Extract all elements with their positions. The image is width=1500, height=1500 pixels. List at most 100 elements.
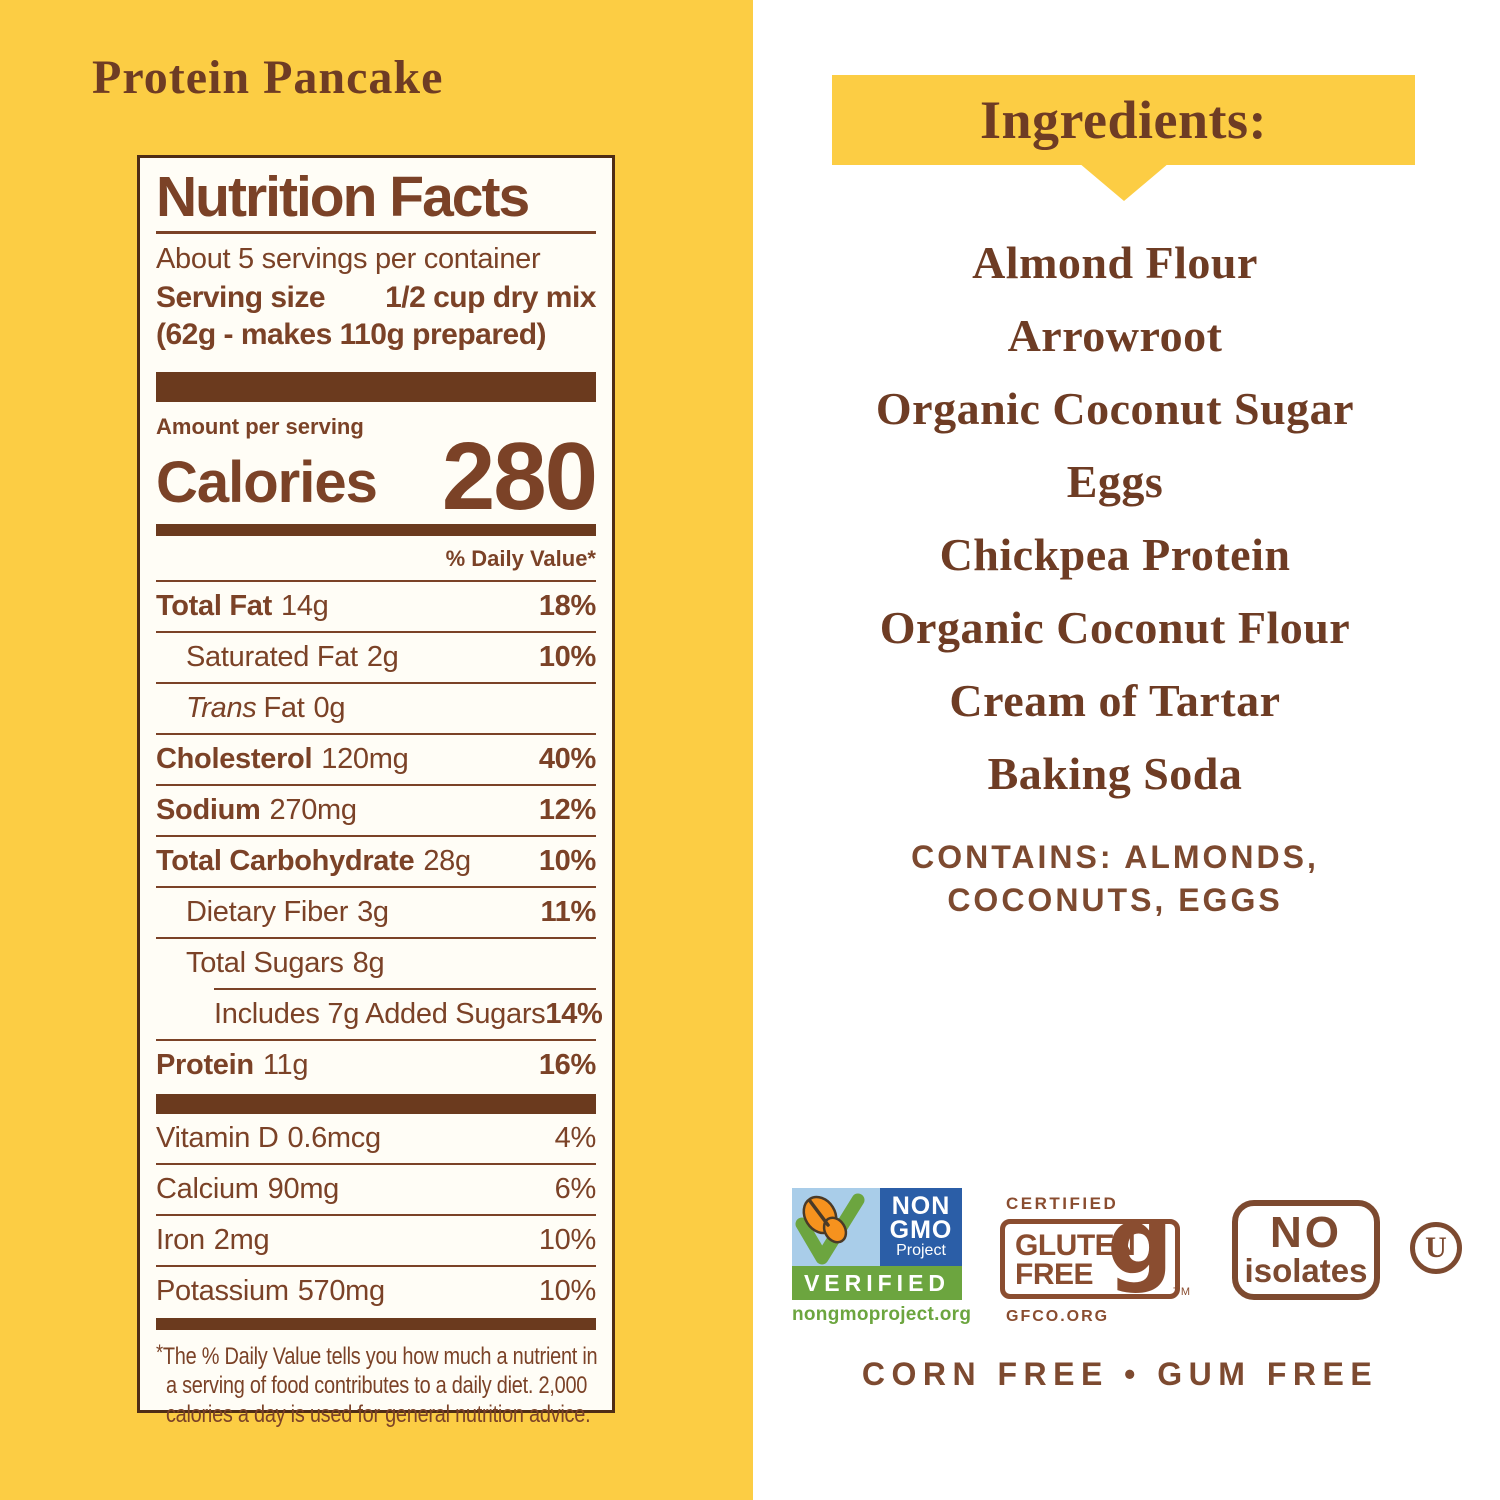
serving-size-note: (62g - makes 110g prepared) — [156, 318, 547, 352]
nutrient-amount: 28g — [423, 845, 471, 878]
nutrient-row-total-sugars: Total Sugars 8g — [156, 937, 596, 988]
gluten-free-word: GLUTEN — [1015, 1229, 1136, 1262]
divider-bar — [156, 1094, 596, 1115]
butterfly-icon — [792, 1188, 880, 1266]
nutrient-amount: 0g — [313, 692, 346, 725]
nutrient-row-sodium: Sodium 270mg 12% — [156, 784, 596, 835]
gluten-free-word: FREE — [1015, 1258, 1094, 1291]
footnote-asterisk: * — [156, 1340, 163, 1366]
vitamin-dv: 10% — [538, 1224, 596, 1257]
nutrient-dv: 11% — [540, 896, 596, 929]
nutrient-row-cholesterol: Cholesterol 120mg 40% — [156, 733, 596, 784]
nutrient-row-saturated-fat: Saturated Fat 2g 10% — [156, 631, 596, 682]
non-gmo-project-badge: NON GMO Project VERIFIED nongmoproject.o… — [792, 1188, 972, 1326]
calories-row: Calories 280 — [156, 423, 598, 531]
serving-size-label: Serving size — [156, 281, 326, 315]
nutrient-amount: 11g — [262, 1049, 309, 1082]
nutrient-row-dietary-fiber: Dietary Fiber 3g 11% — [156, 886, 596, 937]
non-gmo-word: Project — [896, 1242, 946, 1259]
nutrient-dv: 18% — [538, 590, 596, 623]
certified-gluten-free-badge: CERTIFIED GLUTEN FREE g TM GFCO.ORG — [1000, 1194, 1192, 1326]
vitamin-row-vitamin-d: Vitamin D 0.6mcg 4% — [156, 1114, 596, 1163]
serving-size-value: 1/2 cup dry mix — [385, 281, 596, 315]
nutrient-name: Total Fat — [156, 590, 272, 623]
vitamin-row-iron: Iron 2mg 10% — [156, 1214, 596, 1265]
nutrient-dv: 12% — [538, 794, 596, 827]
nutrient-amount: 270mg — [269, 794, 357, 827]
ingredients-banner: Ingredients: — [832, 75, 1415, 165]
amount-per-serving-label: Amount per serving — [156, 414, 364, 440]
nutrient-name: Total Sugars — [186, 947, 344, 980]
nutrient-name: Fat — [263, 692, 305, 725]
kosher-u-letter: U — [1425, 1231, 1447, 1264]
nutrient-row-trans-fat: Trans Fat 0g — [156, 682, 596, 733]
servings-per-container: About 5 servings per container — [156, 243, 541, 276]
ingredient-item: Almond Flour — [972, 237, 1258, 288]
ingredients-header: Ingredients: — [979, 90, 1268, 150]
ingredient-item: Arrowroot — [1007, 310, 1223, 361]
vitamin-name: Calcium — [156, 1173, 259, 1206]
nutrient-name: Cholesterol — [156, 743, 313, 776]
vitamin-amount: 90mg — [267, 1173, 340, 1206]
corn-free-gum-free-text: CORN FREE • GUM FREE — [861, 1356, 1379, 1392]
non-gmo-word: GMO — [889, 1216, 953, 1244]
nutrient-amount: 2g — [366, 641, 399, 674]
nutrient-dv: 40% — [538, 743, 596, 776]
nutrient-dv: 16% — [538, 1049, 596, 1082]
vitamin-amount: 2mg — [213, 1224, 270, 1257]
divider-bar — [156, 524, 596, 537]
nutrient-dv: 10% — [538, 641, 596, 674]
contains-line-1: CONTAINS: ALMONDS, — [911, 839, 1319, 875]
non-gmo-seal: NON GMO Project VERIFIED — [792, 1188, 962, 1300]
non-gmo-text-block: NON GMO Project — [880, 1188, 962, 1266]
contains-line-2: COCONUTS, EGGS — [947, 882, 1283, 918]
nutrient-name: Sodium — [156, 794, 261, 827]
vitamin-name: Iron — [156, 1224, 205, 1257]
nutrient-row-protein: Protein 11g 16% — [156, 1039, 596, 1090]
serving-size-row: Serving size 1/2 cup dry mix — [156, 281, 596, 315]
nutrient-name: Saturated Fat — [186, 641, 358, 674]
nutrient-amount: 3g — [357, 896, 389, 929]
non-gmo-url: nongmoproject.org — [792, 1304, 972, 1325]
gfco-url: GFCO.ORG — [1006, 1308, 1110, 1325]
vitamin-row-calcium: Calcium 90mg 6% — [156, 1163, 596, 1214]
divider-bar — [156, 1318, 596, 1331]
vitamin-name: Potassium — [156, 1275, 289, 1308]
no-isolates-badge: NO isolates — [1232, 1200, 1380, 1300]
contains-statement: CONTAINS: ALMONDS, COCONUTS, EGGS — [760, 836, 1470, 922]
footnote-text: The % Daily Value tells you how much a n… — [162, 1343, 598, 1429]
daily-value-header: % Daily Value* — [156, 546, 596, 583]
indented-divider — [214, 988, 596, 991]
nutrient-name: Total Carbohydrate — [156, 845, 415, 878]
nutrient-name-italic: Trans — [186, 692, 257, 725]
nutrient-dv: 10% — [538, 845, 596, 878]
daily-value-footnote: *The % Daily Value tells you how much a … — [156, 1338, 598, 1429]
ingredients-list: Almond Flour Arrowroot Organic Coconut S… — [760, 226, 1470, 810]
non-gmo-verified-strip: VERIFIED — [792, 1266, 962, 1300]
nutrient-dv: 14% — [545, 998, 603, 1031]
no-isolates-word: NO — [1270, 1208, 1342, 1257]
ingredient-item: Organic Coconut Sugar — [875, 383, 1355, 434]
nutrient-amount: 120mg — [321, 743, 409, 776]
ingredient-item: Chickpea Protein — [939, 529, 1291, 580]
divider-bar — [156, 372, 596, 403]
nutrient-row-added-sugars: Includes 7g Added Sugars 14% — [156, 990, 603, 1039]
nutrient-name: Dietary Fiber — [186, 896, 349, 929]
vitamin-name: Vitamin D — [156, 1122, 279, 1155]
vitamin-amount: 570mg — [297, 1275, 385, 1308]
vitamin-dv: 4% — [554, 1122, 597, 1155]
gluten-free-certified-label: CERTIFIED — [1006, 1194, 1119, 1213]
nutrient-name: Includes 7g Added Sugars — [214, 998, 546, 1031]
calories-label: Calories — [156, 450, 378, 516]
gluten-free-seal: GLUTEN FREE g TM — [1000, 1196, 1190, 1299]
nutrient-name: Protein — [156, 1049, 254, 1082]
calories-value: 280 — [441, 423, 598, 531]
nutrient-row-total-carbohydrate: Total Carbohydrate 28g 10% — [156, 835, 596, 886]
nutrient-amount: 14g — [280, 590, 329, 623]
ingredient-item: Eggs — [1066, 456, 1164, 507]
product-title: Protein Pancake — [92, 51, 444, 104]
kosher-ou-icon: U — [1410, 1222, 1462, 1274]
vitamin-amount: 0.6mcg — [287, 1122, 381, 1155]
nutrition-facts-title: Nutrition Facts — [156, 168, 596, 235]
nutrient-amount: 8g — [352, 947, 385, 980]
